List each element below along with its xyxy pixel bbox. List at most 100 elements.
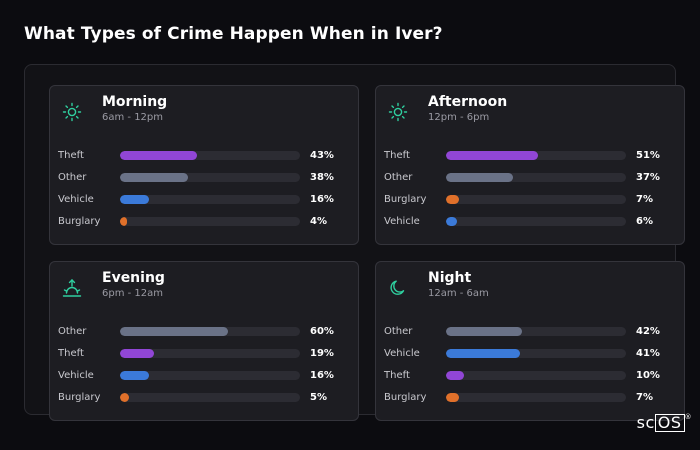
card-subtitle: 6am - 12pm xyxy=(102,112,164,123)
registered-mark: ® xyxy=(684,413,692,421)
bar-label: Theft xyxy=(58,348,84,359)
bar-fill xyxy=(446,327,522,336)
bar-row: Vehicle 41% xyxy=(384,346,674,368)
scos-logo: sc OS ® xyxy=(637,413,692,432)
bar-track xyxy=(120,327,300,336)
bar-label: Vehicle xyxy=(58,370,94,381)
bar-fill xyxy=(120,349,155,358)
bar-value: 5% xyxy=(310,392,327,403)
bar-fill xyxy=(446,151,538,160)
bar-fill xyxy=(446,173,513,182)
bar-row: Theft 19% xyxy=(58,346,348,368)
bar-label: Vehicle xyxy=(384,348,420,359)
bar-value: 51% xyxy=(636,150,660,161)
bar-track xyxy=(446,173,626,182)
bar-fill xyxy=(120,393,129,402)
bar-label: Other xyxy=(384,326,413,337)
bar-row: Burglary 7% xyxy=(384,192,674,214)
bar-track xyxy=(120,349,300,358)
bar-track xyxy=(446,151,626,160)
bar-track xyxy=(446,393,626,402)
bar-list: Theft 51% Other 37% Burglary 7% Vehicle 6% xyxy=(384,148,674,236)
card-title: Morning xyxy=(102,94,168,110)
bar-row: Other 37% xyxy=(384,170,674,192)
bar-label: Burglary xyxy=(384,392,427,403)
bar-value: 60% xyxy=(310,326,334,337)
bar-label: Other xyxy=(384,172,413,183)
bar-value: 41% xyxy=(636,348,660,359)
bar-fill xyxy=(120,371,149,380)
card-title: Afternoon xyxy=(428,94,508,110)
bar-row: Theft 51% xyxy=(384,148,674,170)
card-title: Evening xyxy=(102,270,165,286)
bar-fill xyxy=(446,349,520,358)
bar-label: Vehicle xyxy=(384,216,420,227)
bar-value: 38% xyxy=(310,172,334,183)
bar-track xyxy=(120,371,300,380)
bar-row: Vehicle 6% xyxy=(384,214,674,236)
bar-fill xyxy=(120,151,198,160)
bar-fill xyxy=(120,327,228,336)
bar-value: 6% xyxy=(636,216,653,227)
bar-label: Theft xyxy=(384,150,410,161)
bar-label: Burglary xyxy=(58,216,101,227)
bar-row: Vehicle 16% xyxy=(58,368,348,390)
logo-os-box: OS xyxy=(654,414,685,432)
bar-fill xyxy=(120,217,128,226)
bar-value: 7% xyxy=(636,194,653,205)
bar-label: Theft xyxy=(384,370,410,381)
bar-track xyxy=(120,217,300,226)
bar-track xyxy=(120,173,300,182)
card-afternoon: Afternoon 12pm - 6pm Theft 51% Other 37% Bur… xyxy=(375,85,685,245)
bar-value: 37% xyxy=(636,172,660,183)
bar-row: Burglary 7% xyxy=(384,390,674,412)
sun-icon xyxy=(388,102,408,122)
bar-fill xyxy=(120,173,189,182)
bar-track xyxy=(446,327,626,336)
bar-label: Vehicle xyxy=(58,194,94,205)
bar-track xyxy=(446,195,626,204)
page-title: What Types of Crime Happen When in Iver? xyxy=(24,24,443,44)
card-subtitle: 6pm - 12am xyxy=(102,288,164,299)
bar-fill xyxy=(446,195,459,204)
bar-row: Other 60% xyxy=(58,324,348,346)
bar-row: Burglary 4% xyxy=(58,214,348,236)
bar-label: Burglary xyxy=(58,392,101,403)
card-evening: Evening 6pm - 12am Other 60% Theft 19% Vehic… xyxy=(49,261,359,421)
bar-value: 16% xyxy=(310,194,334,205)
bar-track xyxy=(120,195,300,204)
bar-list: Theft 43% Other 38% Vehicle 16% Burglary 4% xyxy=(58,148,348,236)
bar-row: Theft 10% xyxy=(384,368,674,390)
bar-label: Other xyxy=(58,326,87,337)
bar-list: Other 42% Vehicle 41% Theft 10% Burglary 7% xyxy=(384,324,674,412)
bar-label: Burglary xyxy=(384,194,427,205)
moon-icon xyxy=(390,280,405,295)
bar-track xyxy=(120,151,300,160)
bar-track xyxy=(446,217,626,226)
bar-value: 7% xyxy=(636,392,653,403)
bar-row: Other 38% xyxy=(58,170,348,192)
logo-text: sc xyxy=(636,413,655,432)
bar-row: Vehicle 16% xyxy=(58,192,348,214)
card-night: Night 12am - 6am Other 42% Vehicle 41% Theft… xyxy=(375,261,685,421)
bar-value: 10% xyxy=(636,370,660,381)
bar-value: 16% xyxy=(310,370,334,381)
bar-track xyxy=(446,349,626,358)
bar-track xyxy=(446,371,626,380)
bar-value: 4% xyxy=(310,216,327,227)
bar-value: 19% xyxy=(310,348,334,359)
card-subtitle: 12am - 6am xyxy=(428,288,489,299)
bar-track xyxy=(120,393,300,402)
bar-label: Theft xyxy=(58,150,84,161)
bar-fill xyxy=(446,371,464,380)
card-subtitle: 12pm - 6pm xyxy=(428,112,490,123)
bar-fill xyxy=(120,195,149,204)
bar-value: 42% xyxy=(636,326,660,337)
bar-value: 43% xyxy=(310,150,334,161)
bar-list: Other 60% Theft 19% Vehicle 16% Burglary 5% xyxy=(58,324,348,412)
sun-icon xyxy=(62,102,82,122)
sunset-icon xyxy=(62,279,82,297)
bar-fill xyxy=(446,393,459,402)
card-morning: Morning 6am - 12pm Theft 43% Other 38% Vehic… xyxy=(49,85,359,245)
bar-fill xyxy=(446,217,457,226)
